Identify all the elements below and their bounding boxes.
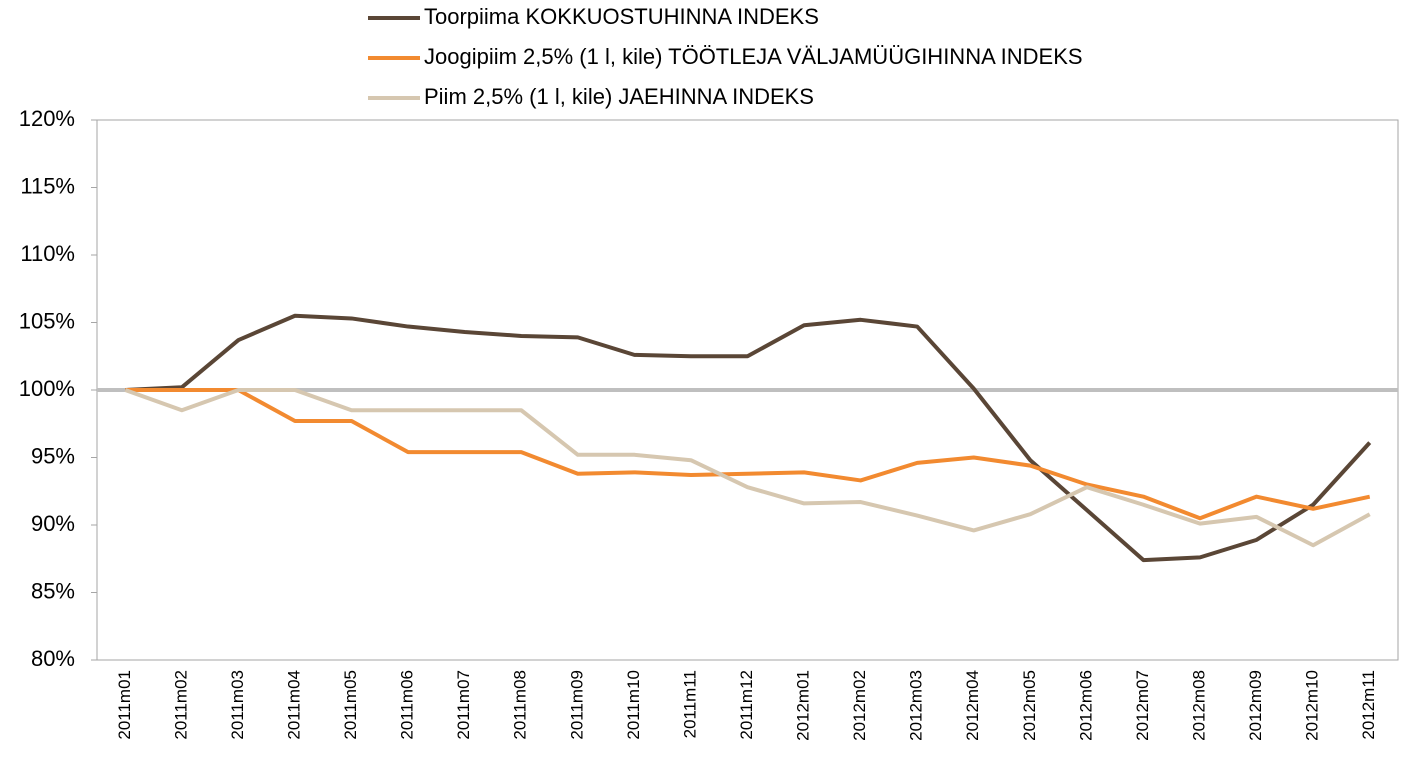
x-tick-label: 2011m12 — [737, 670, 756, 740]
series-line — [124, 388, 1371, 548]
y-tick-label: 85% — [31, 578, 75, 603]
x-tick-label: 2012m11 — [1359, 670, 1378, 740]
y-tick-label: 100% — [19, 376, 75, 401]
series-line — [125, 313, 1372, 563]
x-tick-label: 2012m08 — [1190, 670, 1209, 741]
x-tick-label: 2011m10 — [624, 670, 643, 740]
x-tick-label: 2012m01 — [794, 670, 813, 741]
x-tick-label: 2011m03 — [228, 670, 247, 740]
x-tick-label: 2011m09 — [567, 670, 586, 740]
y-tick-label: 110% — [20, 241, 75, 266]
x-tick-label: 2012m07 — [1133, 670, 1152, 741]
x-tick-label: 2012m02 — [850, 670, 869, 741]
x-tick-label: 2011m04 — [284, 670, 303, 740]
x-tick-label: 2011m11 — [680, 670, 699, 738]
x-tick-label: 2011m06 — [398, 670, 417, 740]
y-tick-label: 95% — [31, 443, 75, 468]
x-tick-label: 2011m05 — [341, 670, 360, 740]
series-line — [125, 388, 1371, 521]
x-tick-label: 2011m01 — [115, 670, 134, 740]
x-tick-label: 2012m09 — [1246, 670, 1265, 741]
y-tick-label: 120% — [19, 106, 75, 131]
x-tick-label: 2012m05 — [1020, 670, 1039, 741]
y-tick-label: 105% — [19, 308, 75, 333]
y-tick-label: 90% — [31, 511, 75, 536]
legend-label: Toorpiima KOKKUOSTUHINNA INDEKS — [424, 4, 819, 29]
legend-label: Joogipiim 2,5% (1 l, kile) TÖÖTLEJA VÄLJ… — [424, 44, 1083, 69]
legend-label: Piim 2,5% (1 l, kile) JAEHINNA INDEKS — [424, 84, 814, 109]
x-tick-label: 2012m04 — [963, 670, 982, 741]
x-tick-label: 2012m06 — [1076, 670, 1095, 741]
y-tick-label: 80% — [31, 646, 75, 671]
x-tick-label: 2011m02 — [171, 670, 190, 740]
x-tick-label: 2012m10 — [1303, 670, 1322, 741]
x-tick-label: 2011m07 — [454, 670, 473, 740]
y-tick-label: 115% — [20, 173, 75, 198]
x-tick-label: 2011m08 — [511, 670, 530, 740]
x-tick-label: 2012m03 — [907, 670, 926, 741]
